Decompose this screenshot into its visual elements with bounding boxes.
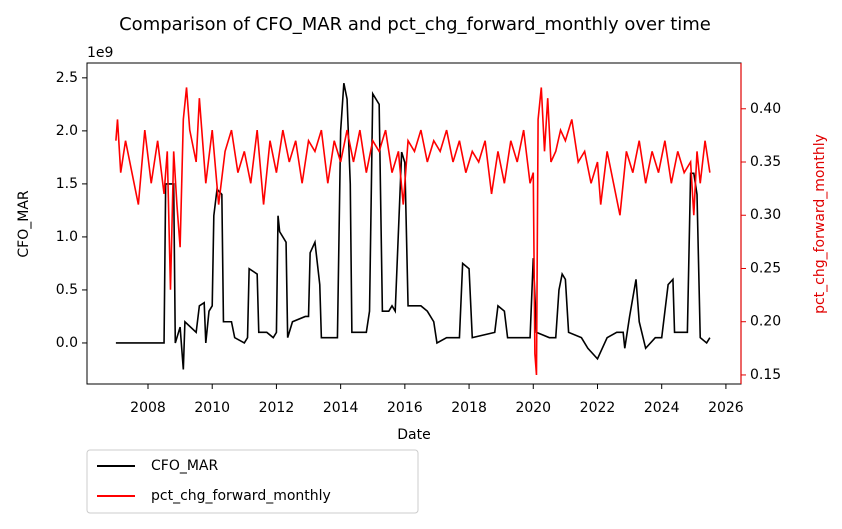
- y2-axis-label: pct_chg_forward_monthly: [812, 134, 828, 314]
- y-offset-label: 1e9: [87, 45, 113, 61]
- y2-tick-label: 0.20: [750, 314, 781, 330]
- legend-label: CFO_MAR: [151, 458, 219, 474]
- legend-box: [86, 449, 419, 514]
- x-tick-label: 2016: [387, 400, 423, 416]
- x-tick-label: 2026: [708, 400, 744, 416]
- x-axis-label: Date: [397, 427, 430, 443]
- x-tick-label: 2010: [194, 400, 230, 416]
- y2-tick-label: 0.30: [750, 207, 781, 223]
- y2-tick-label: 0.15: [750, 367, 781, 383]
- x-tick-label: 2018: [451, 400, 487, 416]
- data-line: [115, 82, 711, 370]
- y-axis-label: CFO_MAR: [16, 190, 32, 258]
- chart-title: Comparison of CFO_MAR and pct_chg_forwar…: [119, 14, 711, 35]
- y-tick-label: 1.5: [56, 176, 78, 192]
- y-tick-label: 0.0: [56, 335, 78, 351]
- x-tick-label: 2012: [259, 400, 295, 416]
- y2-tick-label: 0.40: [750, 101, 781, 117]
- x-tick-label: 2008: [130, 400, 166, 416]
- legend-label: pct_chg_forward_monthly: [151, 488, 331, 504]
- x-tick-label: 2020: [515, 400, 551, 416]
- y-tick-label: 1.0: [56, 229, 78, 245]
- x-tick-label: 2022: [580, 400, 616, 416]
- y-tick-label: 2.5: [56, 70, 78, 86]
- x-tick-label: 2024: [644, 400, 680, 416]
- y-tick-label: 0.5: [56, 282, 78, 298]
- x-tick-label: 2014: [323, 400, 359, 416]
- y2-tick-label: 0.25: [750, 260, 781, 276]
- y2-tick-label: 0.35: [750, 154, 781, 170]
- data-line: [115, 87, 711, 376]
- y-tick-label: 2.0: [56, 123, 78, 139]
